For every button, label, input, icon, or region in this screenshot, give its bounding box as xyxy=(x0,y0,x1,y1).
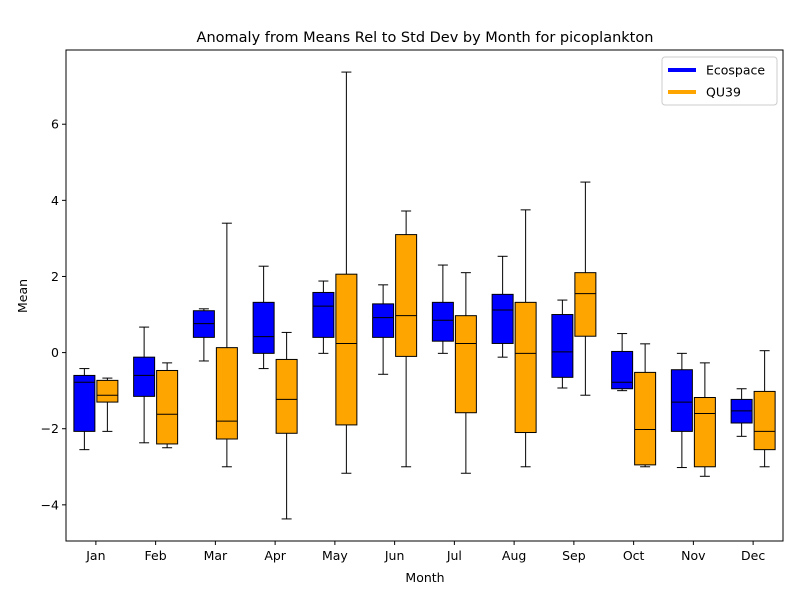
y-tick-label: −2 xyxy=(41,421,59,436)
x-tick-label: Oct xyxy=(623,548,645,563)
y-tick-label: 2 xyxy=(51,269,59,284)
box-iqr xyxy=(753,390,776,451)
box-ecospace-mar xyxy=(192,308,215,362)
x-tick-label: Aug xyxy=(502,548,526,563)
box-iqr xyxy=(252,301,275,354)
box-qu39-aug xyxy=(514,209,537,468)
box-qu39-feb xyxy=(156,362,179,449)
box-iqr xyxy=(215,347,238,440)
box-iqr xyxy=(431,301,454,342)
x-tick-label: Apr xyxy=(264,548,286,563)
x-tick-label: Jan xyxy=(85,548,105,563)
box-qu39-oct xyxy=(634,343,657,468)
box-qu39-jan xyxy=(96,377,119,432)
x-tick-label: Jun xyxy=(384,548,405,563)
y-tick-label: 0 xyxy=(51,345,59,360)
box-iqr xyxy=(312,291,335,338)
box-qu39-jul xyxy=(454,272,477,474)
box-ecospace-apr xyxy=(252,265,275,370)
box-iqr xyxy=(96,379,119,403)
legend-label-qu39: QU39 xyxy=(706,85,741,100)
box-iqr xyxy=(395,234,418,357)
box-ecospace-sep xyxy=(551,299,574,389)
box-qu39-nov xyxy=(693,362,716,477)
x-axis-label: Month xyxy=(405,570,444,585)
x-tick-label: Feb xyxy=(145,548,167,563)
box-iqr xyxy=(156,369,179,445)
box-qu39-apr xyxy=(275,331,298,520)
y-tick-label: −4 xyxy=(41,497,59,512)
box-iqr xyxy=(454,315,477,414)
y-tick-label: 6 xyxy=(51,117,59,132)
legend: Ecospace QU39 xyxy=(661,56,778,106)
box-iqr xyxy=(693,397,716,468)
box-qu39-sep xyxy=(574,181,597,396)
x-axis: Jan Feb Mar Apr May Jun Jul Aug Sep Oct Nov Dec xyxy=(85,541,765,563)
box-iqr xyxy=(574,272,597,337)
box-ecospace-may xyxy=(312,280,335,354)
y-axis: −4 −2 0 2 4 6 xyxy=(41,117,66,512)
box-ecospace-jan xyxy=(73,368,96,451)
box-iqr xyxy=(133,356,156,397)
box-iqr xyxy=(670,369,693,432)
legend-label-ecospace: Ecospace xyxy=(706,63,765,78)
box-ecospace-aug xyxy=(491,255,514,358)
y-tick-label: 4 xyxy=(51,193,59,208)
series-ecospace xyxy=(73,255,753,469)
x-tick-label: Dec xyxy=(741,548,765,563)
box-iqr xyxy=(634,371,657,466)
box-qu39-jun xyxy=(395,210,418,468)
y-axis-label: Mean xyxy=(15,279,30,313)
box-ecospace-dec xyxy=(730,388,753,437)
box-iqr xyxy=(335,273,358,426)
box-iqr xyxy=(275,358,298,434)
x-tick-label: Sep xyxy=(562,548,586,563)
series-qu39 xyxy=(96,71,776,520)
box-iqr xyxy=(611,350,634,390)
box-iqr xyxy=(514,301,537,434)
box-qu39-may xyxy=(335,71,358,474)
box-iqr xyxy=(73,374,96,432)
box-iqr xyxy=(491,293,514,344)
box-ecospace-feb xyxy=(133,326,156,444)
x-tick-label: Nov xyxy=(681,548,706,563)
x-tick-label: Jul xyxy=(446,548,462,563)
axes-frame xyxy=(65,49,784,542)
chart-title: Anomaly from Means Rel to Std Dev by Mon… xyxy=(197,30,654,46)
box-iqr xyxy=(551,314,574,378)
box-ecospace-oct xyxy=(611,333,634,392)
box-qu39-dec xyxy=(753,350,776,468)
x-tick-label: May xyxy=(322,548,348,563)
plot-area xyxy=(73,71,776,520)
box-iqr xyxy=(372,303,395,338)
box-qu39-mar xyxy=(215,222,238,468)
box-ecospace-nov xyxy=(670,352,693,469)
box-ecospace-jul xyxy=(431,264,454,354)
x-tick-label: Mar xyxy=(204,548,228,563)
box-ecospace-jun xyxy=(372,284,395,375)
